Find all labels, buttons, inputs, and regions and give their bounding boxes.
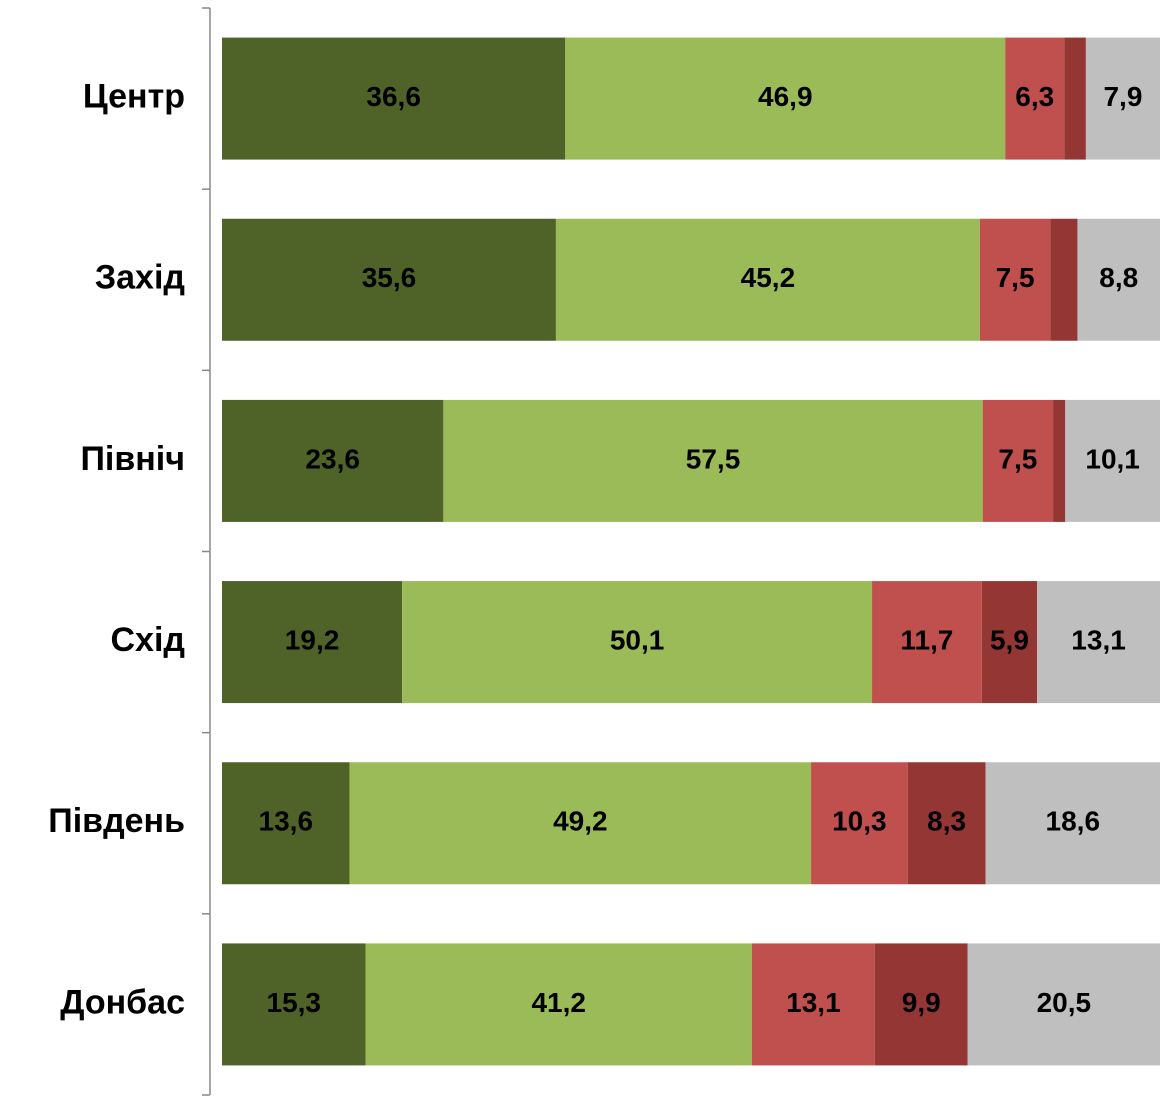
value-label: 45,2 bbox=[741, 262, 796, 293]
bar-segment bbox=[222, 762, 350, 885]
category-label: Схід bbox=[111, 621, 186, 659]
value-label: 36,6 bbox=[366, 81, 421, 112]
value-label: 6,3 bbox=[1015, 81, 1054, 112]
bar-segment bbox=[402, 581, 873, 704]
bar-segment bbox=[555, 218, 980, 341]
value-label: 9,9 bbox=[902, 987, 941, 1018]
bar-segment bbox=[1005, 37, 1065, 160]
category-label: Північ bbox=[80, 440, 185, 478]
category-label: Донбас bbox=[60, 983, 185, 1021]
bar-segment bbox=[565, 37, 1006, 160]
value-label: 20,5 bbox=[1037, 987, 1092, 1018]
bar-segment bbox=[443, 399, 983, 522]
bar-segment bbox=[981, 581, 1038, 704]
bar-segment bbox=[1085, 37, 1160, 160]
value-label: 57,5 bbox=[686, 443, 741, 474]
bar-segment bbox=[222, 581, 403, 704]
value-label: 23,6 bbox=[305, 443, 360, 474]
bar-segment bbox=[1037, 581, 1160, 704]
bar-segment bbox=[349, 762, 812, 885]
bar-segment bbox=[967, 943, 1160, 1066]
value-label: 7,9 bbox=[1103, 81, 1142, 112]
value-label: 8,3 bbox=[927, 806, 966, 837]
value-label: 49,2 bbox=[553, 806, 608, 837]
value-label: 11,7 bbox=[900, 624, 953, 655]
value-label: 13,1 bbox=[1071, 624, 1126, 655]
bar-segment bbox=[1064, 37, 1086, 160]
value-label: 18,6 bbox=[1046, 806, 1101, 837]
category-label: Захід bbox=[95, 259, 185, 297]
bar-segment bbox=[222, 943, 366, 1066]
value-label: 19,2 bbox=[285, 624, 340, 655]
value-label: 10,3 bbox=[832, 806, 887, 837]
bar-segment bbox=[979, 218, 1051, 341]
value-label: 15,3 bbox=[267, 987, 322, 1018]
value-label: 50,1 bbox=[610, 624, 665, 655]
value-label: 7,5 bbox=[996, 262, 1035, 293]
bar-segment bbox=[222, 218, 556, 341]
value-label: 13,1 bbox=[786, 987, 841, 1018]
category-label: Центр bbox=[83, 78, 185, 116]
bar-segment bbox=[985, 762, 1160, 885]
value-label: 35,6 bbox=[362, 262, 417, 293]
bar-segment bbox=[222, 37, 566, 160]
bar-segment bbox=[811, 762, 908, 885]
value-label: 10,1 bbox=[1085, 443, 1140, 474]
category-label: Південь bbox=[48, 802, 185, 840]
value-label: 5,9 bbox=[990, 624, 1029, 655]
bar-segment bbox=[907, 762, 986, 885]
bar-segment bbox=[1050, 218, 1078, 341]
value-label: 46,9 bbox=[758, 81, 813, 112]
bar-segment bbox=[365, 943, 752, 1066]
bar-segment bbox=[1065, 399, 1160, 522]
bar-segment bbox=[874, 943, 968, 1066]
value-label: 7,5 bbox=[998, 443, 1037, 474]
bar-segment bbox=[222, 399, 444, 522]
bar-segment bbox=[751, 943, 875, 1066]
value-label: 41,2 bbox=[531, 987, 586, 1018]
value-label: 13,6 bbox=[259, 806, 314, 837]
bar-segment bbox=[872, 581, 982, 704]
value-label: 8,8 bbox=[1099, 262, 1138, 293]
bar-segment bbox=[1077, 218, 1160, 341]
bar-segment bbox=[982, 399, 1054, 522]
bar-segment bbox=[1053, 399, 1066, 522]
